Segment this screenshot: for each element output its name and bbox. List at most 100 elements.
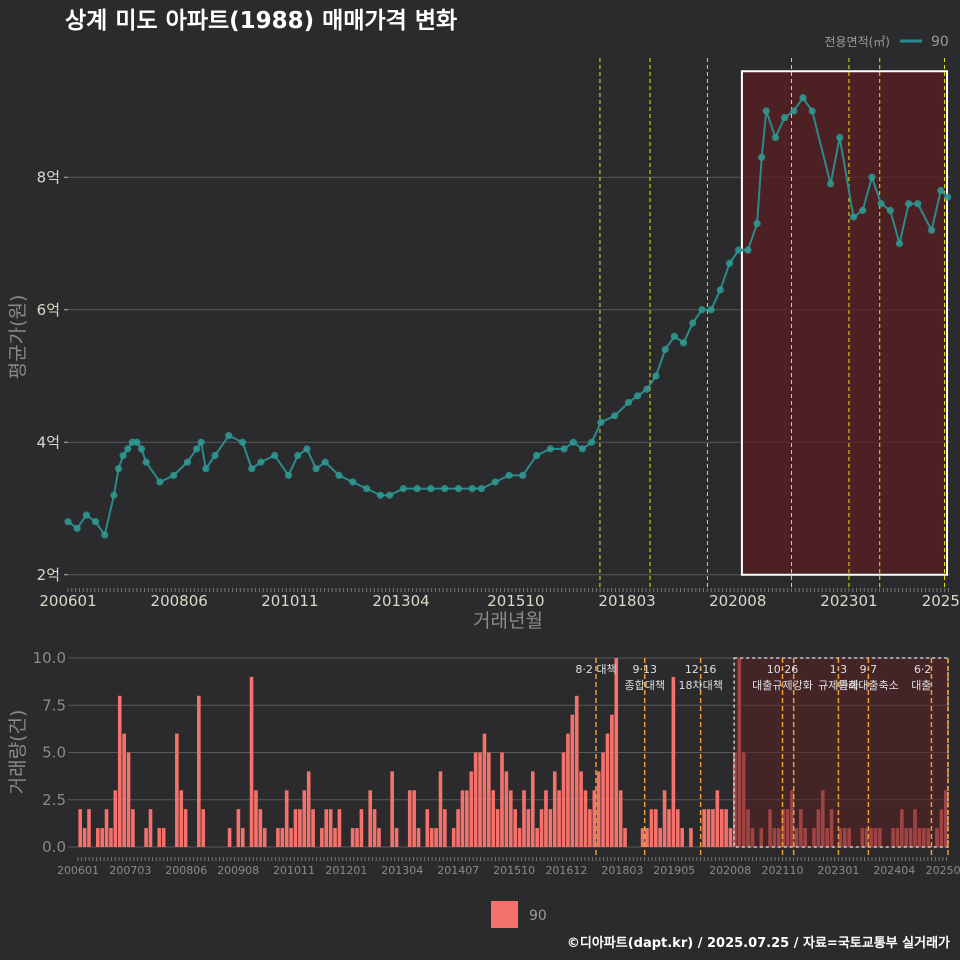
- price-point: [895, 239, 904, 248]
- price-y-tick-label: 4억: [37, 433, 60, 451]
- price-point: [588, 438, 596, 446]
- price-point: [110, 491, 118, 499]
- price-point: [385, 491, 394, 499]
- volume-bar: [711, 809, 715, 847]
- price-y-tick-label: 6억: [37, 301, 60, 319]
- policy-annotation-text: 1·3: [830, 663, 848, 676]
- volume-bar: [579, 771, 583, 847]
- volume-bar: [588, 809, 592, 847]
- price-point: [698, 306, 706, 314]
- price-point: [652, 372, 660, 380]
- price-point: [137, 445, 146, 453]
- volume-bar: [258, 809, 263, 847]
- volume-bar: [78, 809, 82, 847]
- volume-chart: 0.0 2.5 5.0 7.5 10.0 8·2 대책 9·13 종합대책 12·16 18차대책…: [33, 649, 960, 877]
- volume-bar: [355, 828, 359, 847]
- price-point: [312, 465, 320, 473]
- volume-bar: [561, 752, 566, 847]
- price-point: [413, 485, 421, 493]
- volume-bar: [509, 790, 513, 847]
- policy-annotation-text: 10·26: [767, 663, 799, 676]
- price-point: [468, 485, 476, 493]
- legend-entry-90: 90: [931, 34, 949, 50]
- policy-annotation-text: 9·7: [860, 663, 878, 676]
- volume-bar: [183, 809, 188, 847]
- volume-bar: [478, 752, 482, 847]
- volume-bar: [495, 809, 500, 847]
- volume-bar: [289, 828, 293, 847]
- price-point: [197, 438, 205, 446]
- volume-bar: [544, 790, 548, 847]
- volume-bar: [298, 809, 302, 847]
- volume-bar: [416, 828, 421, 847]
- volume-bar: [658, 828, 662, 847]
- volume-bar: [201, 809, 206, 847]
- volume-bar: [491, 790, 496, 847]
- volume-bar: [473, 752, 478, 847]
- price-point: [661, 345, 669, 354]
- volume-bar: [262, 828, 267, 847]
- volume-bar: [104, 809, 109, 847]
- volume-bar: [161, 828, 166, 847]
- price-x-tick-label: 200601: [39, 592, 96, 610]
- volume-bar: [724, 809, 728, 847]
- policy-annotation-text: 18차대책: [678, 679, 722, 692]
- volume-bar: [451, 828, 456, 847]
- volume-bar: [324, 809, 329, 847]
- volume-y-tick-label: 5.0: [42, 744, 66, 762]
- price-point: [491, 478, 499, 486]
- volume-x-tick-label: 201201: [325, 864, 367, 877]
- volume-bar: [306, 771, 311, 847]
- volume-bar: [337, 809, 342, 847]
- price-point: [427, 485, 435, 493]
- legend-bar-swatch: [491, 901, 518, 928]
- volume-bar: [368, 790, 372, 847]
- volume-bar: [557, 790, 561, 847]
- volume-bar: [574, 695, 579, 847]
- price-point: [156, 478, 164, 486]
- volume-bar: [284, 790, 289, 847]
- volume-bar: [596, 771, 601, 847]
- volume-bar: [434, 828, 438, 847]
- price-point: [454, 485, 463, 493]
- volume-bar: [517, 828, 522, 847]
- volume-bar: [197, 695, 201, 847]
- price-point: [349, 478, 357, 486]
- policy-annotation-text: 12·16: [685, 663, 717, 676]
- volume-x-tick-label: 200601: [57, 864, 99, 877]
- price-point: [868, 173, 876, 181]
- price-point: [753, 220, 761, 228]
- price-point: [877, 200, 885, 208]
- volume-bar: [293, 809, 298, 847]
- price-x-tick-label: 200806: [151, 592, 208, 610]
- volume-bar: [601, 752, 605, 847]
- policy-annotation-text: 대출규제강화: [752, 679, 813, 692]
- volume-x-tick-label: 202008: [709, 864, 751, 877]
- footer-credit: ©디아파트(dapt.kr) / 2025.07.25 / 자료=국토교통부 실…: [567, 935, 950, 951]
- volume-bar: [144, 828, 148, 847]
- volume-bar: [552, 771, 557, 847]
- price-point: [790, 107, 798, 115]
- volume-x-tick-label: 202301: [817, 864, 859, 877]
- price-point: [441, 485, 449, 493]
- volume-bar: [302, 790, 307, 847]
- volume-bar: [530, 771, 535, 847]
- price-y-axis-title: 평균가(원): [7, 295, 29, 380]
- price-point: [303, 445, 311, 453]
- volume-bar: [671, 676, 676, 847]
- volume-bar: [500, 752, 504, 847]
- price-point: [91, 518, 100, 526]
- legend-title: 전용면적(㎡): [824, 35, 890, 49]
- volume-bar: [680, 828, 684, 847]
- volume-bar: [126, 752, 131, 847]
- volume-x-tick-label: 202110: [761, 864, 803, 877]
- price-point: [886, 206, 894, 214]
- volume-x-tick-label: 202404: [873, 864, 915, 877]
- volume-bar: [390, 771, 394, 847]
- volume-x-tick-label: 201304: [381, 864, 423, 877]
- volume-bar: [465, 790, 469, 847]
- price-point: [294, 451, 302, 460]
- volume-y-tick-label: 7.5: [42, 696, 66, 714]
- volume-bar: [610, 714, 614, 847]
